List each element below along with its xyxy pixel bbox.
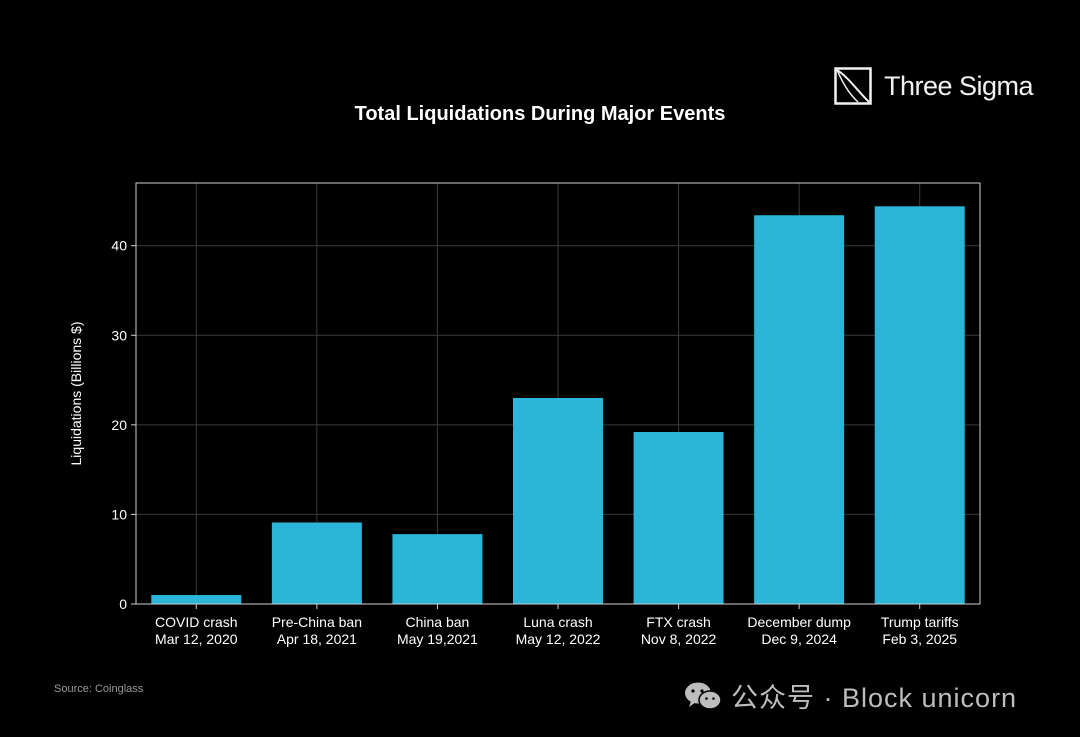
- x-tick-label-date: Dec 9, 2024: [761, 631, 837, 647]
- bar-5: [633, 432, 724, 604]
- source-note: Source: Coinglass: [54, 683, 144, 695]
- y-tick-label: 40: [111, 238, 127, 254]
- x-tick-label-event: Pre-China ban: [272, 614, 362, 630]
- bar-2: [271, 522, 362, 604]
- x-tick-label-event: COVID crash: [155, 614, 237, 630]
- x-tick-label-date: Feb 3, 2025: [882, 631, 957, 647]
- x-tick-label-date: Apr 18, 2021: [277, 631, 357, 647]
- x-tick-label-event: China ban: [406, 614, 470, 630]
- y-tick-label: 20: [111, 417, 127, 433]
- x-tick-label-event: Luna crash: [523, 614, 592, 630]
- y-tick-label: 0: [119, 596, 127, 612]
- x-tick-label-date: May 12, 2022: [516, 631, 601, 647]
- bar-7: [874, 206, 965, 604]
- brand-logo: Three Sigma: [834, 67, 1034, 105]
- watermark-text: 公众号 · Block unicorn: [731, 683, 1018, 713]
- x-tick-label-date: Nov 8, 2022: [641, 631, 717, 647]
- y-tick-label: 30: [111, 327, 127, 343]
- x-tick-label-date: Mar 12, 2020: [155, 631, 238, 647]
- x-tick-label-event: FTX crash: [646, 614, 711, 630]
- wechat-icon: [685, 682, 722, 710]
- bar-6: [754, 215, 845, 604]
- three-sigma-logo-icon: [834, 67, 872, 105]
- x-tick-label-date: May 19,2021: [397, 631, 478, 647]
- y-axis-label: Liquidations (Billions $): [68, 322, 84, 466]
- y-tick-label: 10: [111, 506, 127, 522]
- x-tick-label-event: Trump tariffs: [881, 614, 959, 630]
- x-tick-label-event: December dump: [747, 614, 851, 630]
- watermark: 公众号 · Block unicorn: [683, 676, 1017, 715]
- bar-3: [392, 534, 483, 604]
- brand-name: Three Sigma: [884, 70, 1034, 101]
- bar-4: [513, 397, 603, 604]
- bar-1: [151, 595, 242, 604]
- chart-title: Total Liquidations During Major Events: [354, 103, 726, 125]
